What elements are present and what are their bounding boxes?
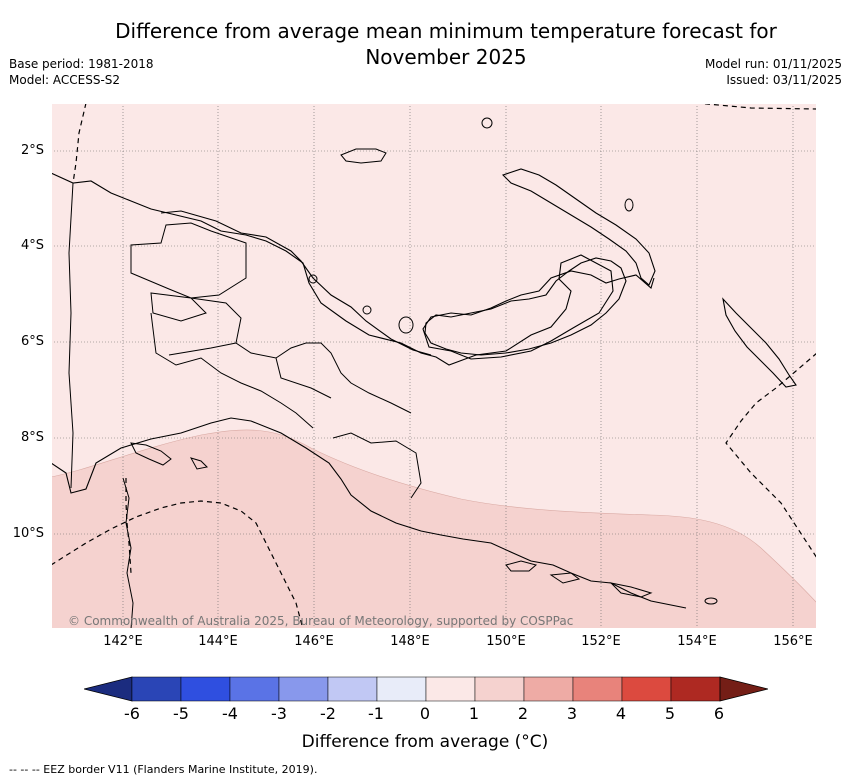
model-run: Model run: 01/11/2025 <box>704 57 842 71</box>
new-ireland-island <box>501 168 656 286</box>
small-island <box>624 198 634 212</box>
louisiade-islands <box>505 560 653 598</box>
base-period: Base period: 1981-2018 <box>9 57 154 71</box>
colorbar-segment <box>327 676 378 702</box>
small-island <box>308 274 318 284</box>
lon-tick-label: 142°E <box>103 634 143 649</box>
colorbar-segment <box>670 676 721 702</box>
map-title: Difference from average mean minimum tem… <box>115 19 777 69</box>
colorbar-tick-label: -5 <box>173 704 189 723</box>
lon-tick-label: 152°E <box>581 634 621 649</box>
colorbar-title: Difference from average (°C) <box>301 732 549 752</box>
torres-strait-islands <box>130 442 209 470</box>
colorbar-segment <box>474 676 525 702</box>
colorbar-segment <box>278 676 329 702</box>
meta-left: Base period: 1981-2018 Model: ACCESS-S2 <box>9 56 154 88</box>
colorbar-tick-label: 2 <box>517 704 529 723</box>
lon-tick-label: 154°E <box>677 634 717 649</box>
lon-tick-label: 146°E <box>294 634 334 649</box>
cape-york-coast <box>122 477 134 630</box>
bougainville-island <box>722 297 797 388</box>
new-guinea-coastline <box>50 172 687 609</box>
colorbar-tick-label: -4 <box>222 704 238 723</box>
small-island <box>704 597 718 605</box>
forecast-map <box>50 102 818 630</box>
eez-border <box>50 102 818 630</box>
graticule <box>51 103 817 629</box>
colorbar-segment <box>621 676 672 702</box>
new-britain-island <box>424 257 627 356</box>
colorbar-tick-label: 0 <box>419 704 431 723</box>
lat-tick-label: 8°S <box>20 430 44 445</box>
colorbar-segment <box>180 676 231 702</box>
lat-tick-label: 6°S <box>20 334 44 349</box>
colorbar-segment <box>523 676 574 702</box>
colorbar-tick-label: 1 <box>468 704 480 723</box>
colorbar-tick-label: -3 <box>271 704 287 723</box>
map-region-south-anomaly <box>50 429 818 630</box>
colorbar-segment <box>376 676 427 702</box>
model-name: Model: ACCESS-S2 <box>9 73 121 87</box>
lon-tick-label: 156°E <box>773 634 813 649</box>
lat-tick-label: 4°S <box>20 238 44 253</box>
colorbar <box>84 676 768 702</box>
colorbar-segment <box>131 676 182 702</box>
province-borders <box>168 297 422 499</box>
small-island <box>481 117 493 129</box>
country-border <box>68 182 314 489</box>
colorbar-tick-label: -1 <box>368 704 384 723</box>
small-island <box>398 316 414 334</box>
colorbar-segment <box>425 676 476 702</box>
lon-tick-label: 150°E <box>486 634 526 649</box>
colorbar-tick-label: -2 <box>320 704 336 723</box>
lon-tick-label: 144°E <box>198 634 238 649</box>
colorbar-tick-label: -6 <box>124 704 140 723</box>
lat-tick-label: 10°S <box>12 526 44 541</box>
meta-right: Model run: 01/11/2025 Issued: 03/11/2025 <box>705 56 842 88</box>
map-svg <box>50 102 818 630</box>
copyright-credit: © Commonwealth of Australia 2025, Bureau… <box>68 614 574 628</box>
colorbar-tick-label: 6 <box>713 704 725 723</box>
north-coast <box>160 210 432 356</box>
eez-footnote: -- -- -- EEZ border V11 (Flanders Marine… <box>9 763 318 776</box>
colorbar-segment <box>572 676 623 702</box>
colorbar-extend-high <box>719 676 768 702</box>
map-frame <box>51 103 817 629</box>
manus-island <box>340 148 387 164</box>
colorbar-tick-label: 5 <box>664 704 676 723</box>
colorbar-tick-label: 4 <box>615 704 627 723</box>
lon-tick-label: 148°E <box>390 634 430 649</box>
colorbar-extend-low <box>84 676 133 702</box>
small-island <box>362 305 372 315</box>
colorbar-segment <box>229 676 280 702</box>
colorbar-tick-label: 3 <box>566 704 578 723</box>
lat-tick-label: 2°S <box>20 143 44 158</box>
issued-date: Issued: 03/11/2025 <box>726 73 842 87</box>
